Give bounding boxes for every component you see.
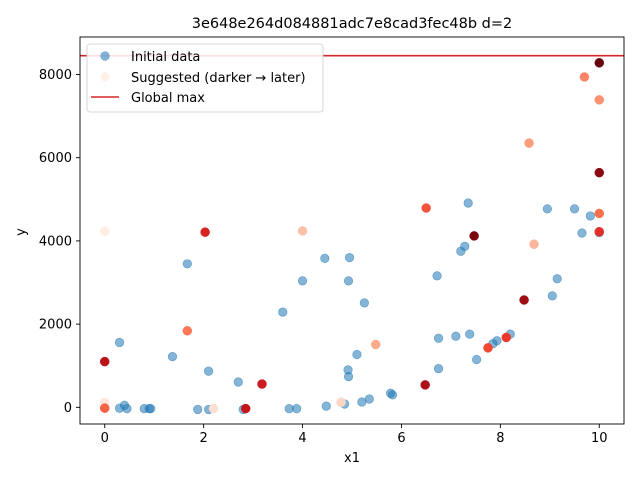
x-axis-label: x1	[344, 451, 360, 466]
initial-point	[492, 336, 502, 346]
y-tick-label: 2000	[39, 318, 72, 333]
legend: Initial data Suggested (darker → later) Gl…	[86, 43, 324, 113]
suggested-point	[99, 356, 110, 367]
suggested-point	[469, 231, 479, 241]
suggested-point	[579, 72, 590, 82]
x-tick-label: 8	[496, 431, 504, 446]
suggested-point	[524, 138, 534, 148]
initial-point	[547, 291, 557, 301]
suggested-point	[297, 226, 308, 236]
suggested-point	[519, 295, 529, 305]
legend-suggested-label: Suggested (darker → later)	[131, 71, 306, 86]
initial-point	[146, 404, 156, 414]
initial-point	[352, 349, 362, 360]
initial-point	[463, 198, 473, 208]
suggested-point	[370, 339, 381, 350]
suggested-point	[594, 226, 605, 237]
initial-point	[182, 259, 192, 269]
initial-point	[542, 204, 552, 214]
suggested-point	[529, 239, 539, 249]
suggested-point	[200, 227, 210, 237]
suggested-point	[501, 332, 512, 343]
suggested-point	[99, 403, 110, 413]
initial-point	[203, 366, 214, 376]
y-tick-label: 0	[64, 401, 72, 416]
suggested-point	[594, 208, 605, 219]
suggested-point	[208, 403, 219, 414]
suggested-point	[240, 403, 251, 414]
axes: 0 2 4 6 8 10 0 2000 4000 6000 8000	[39, 36, 625, 446]
initial-point	[364, 394, 374, 404]
initial-point	[343, 371, 354, 382]
y-tick-label: 6000	[39, 151, 72, 166]
suggested-point	[182, 326, 193, 336]
suggested-point	[336, 397, 346, 408]
initial-point	[472, 354, 482, 365]
x-tick-label: 2	[199, 431, 207, 446]
initial-point	[321, 401, 331, 411]
initial-point	[359, 298, 369, 308]
initial-point	[569, 204, 580, 214]
legend-box	[86, 43, 324, 113]
suggested-point	[420, 380, 430, 390]
initial-point	[278, 307, 288, 317]
x-tick-label: 0	[101, 431, 109, 446]
axes-frame	[79, 36, 625, 425]
chart-title: 3e648e264d084881adc7e8cad3fec48b d=2	[192, 16, 513, 32]
initial-point	[344, 252, 355, 263]
x-tick-label: 6	[397, 431, 405, 446]
initial-point	[465, 329, 475, 339]
suggested-point	[483, 343, 493, 353]
initial-point	[292, 404, 302, 414]
legend-global-max-label: Global max	[131, 91, 205, 106]
x-tick-label: 4	[298, 431, 306, 446]
initial-point	[343, 276, 354, 286]
initial-point	[193, 404, 203, 415]
legend-initial-marker	[100, 51, 110, 61]
initial-point	[432, 271, 442, 281]
suggested-point	[421, 203, 431, 213]
initial-point	[433, 333, 444, 343]
initial-point	[122, 404, 132, 414]
initial-point	[297, 276, 308, 286]
y-axis-label: y	[14, 228, 29, 236]
y-tick-label: 4000	[39, 234, 72, 249]
y-tick-label: 8000	[39, 68, 72, 83]
x-tick-label: 10	[591, 431, 608, 446]
initial-point	[167, 351, 178, 362]
initial-point	[233, 377, 243, 387]
legend-suggested-marker	[100, 72, 110, 82]
initial-point	[577, 228, 587, 238]
suggested-point	[594, 167, 605, 178]
initial-point	[114, 337, 125, 348]
suggested-point	[99, 226, 110, 237]
initial-point	[552, 274, 562, 284]
initial-point	[451, 331, 461, 341]
initial-point	[585, 211, 595, 221]
legend-initial-label: Initial data	[131, 50, 200, 65]
initial-point	[320, 253, 330, 263]
initial-point	[387, 390, 398, 400]
initial-point	[433, 364, 444, 374]
suggested-point	[594, 58, 605, 68]
initial-point	[460, 241, 470, 251]
suggested-point	[257, 379, 267, 389]
suggested-point	[594, 95, 605, 105]
